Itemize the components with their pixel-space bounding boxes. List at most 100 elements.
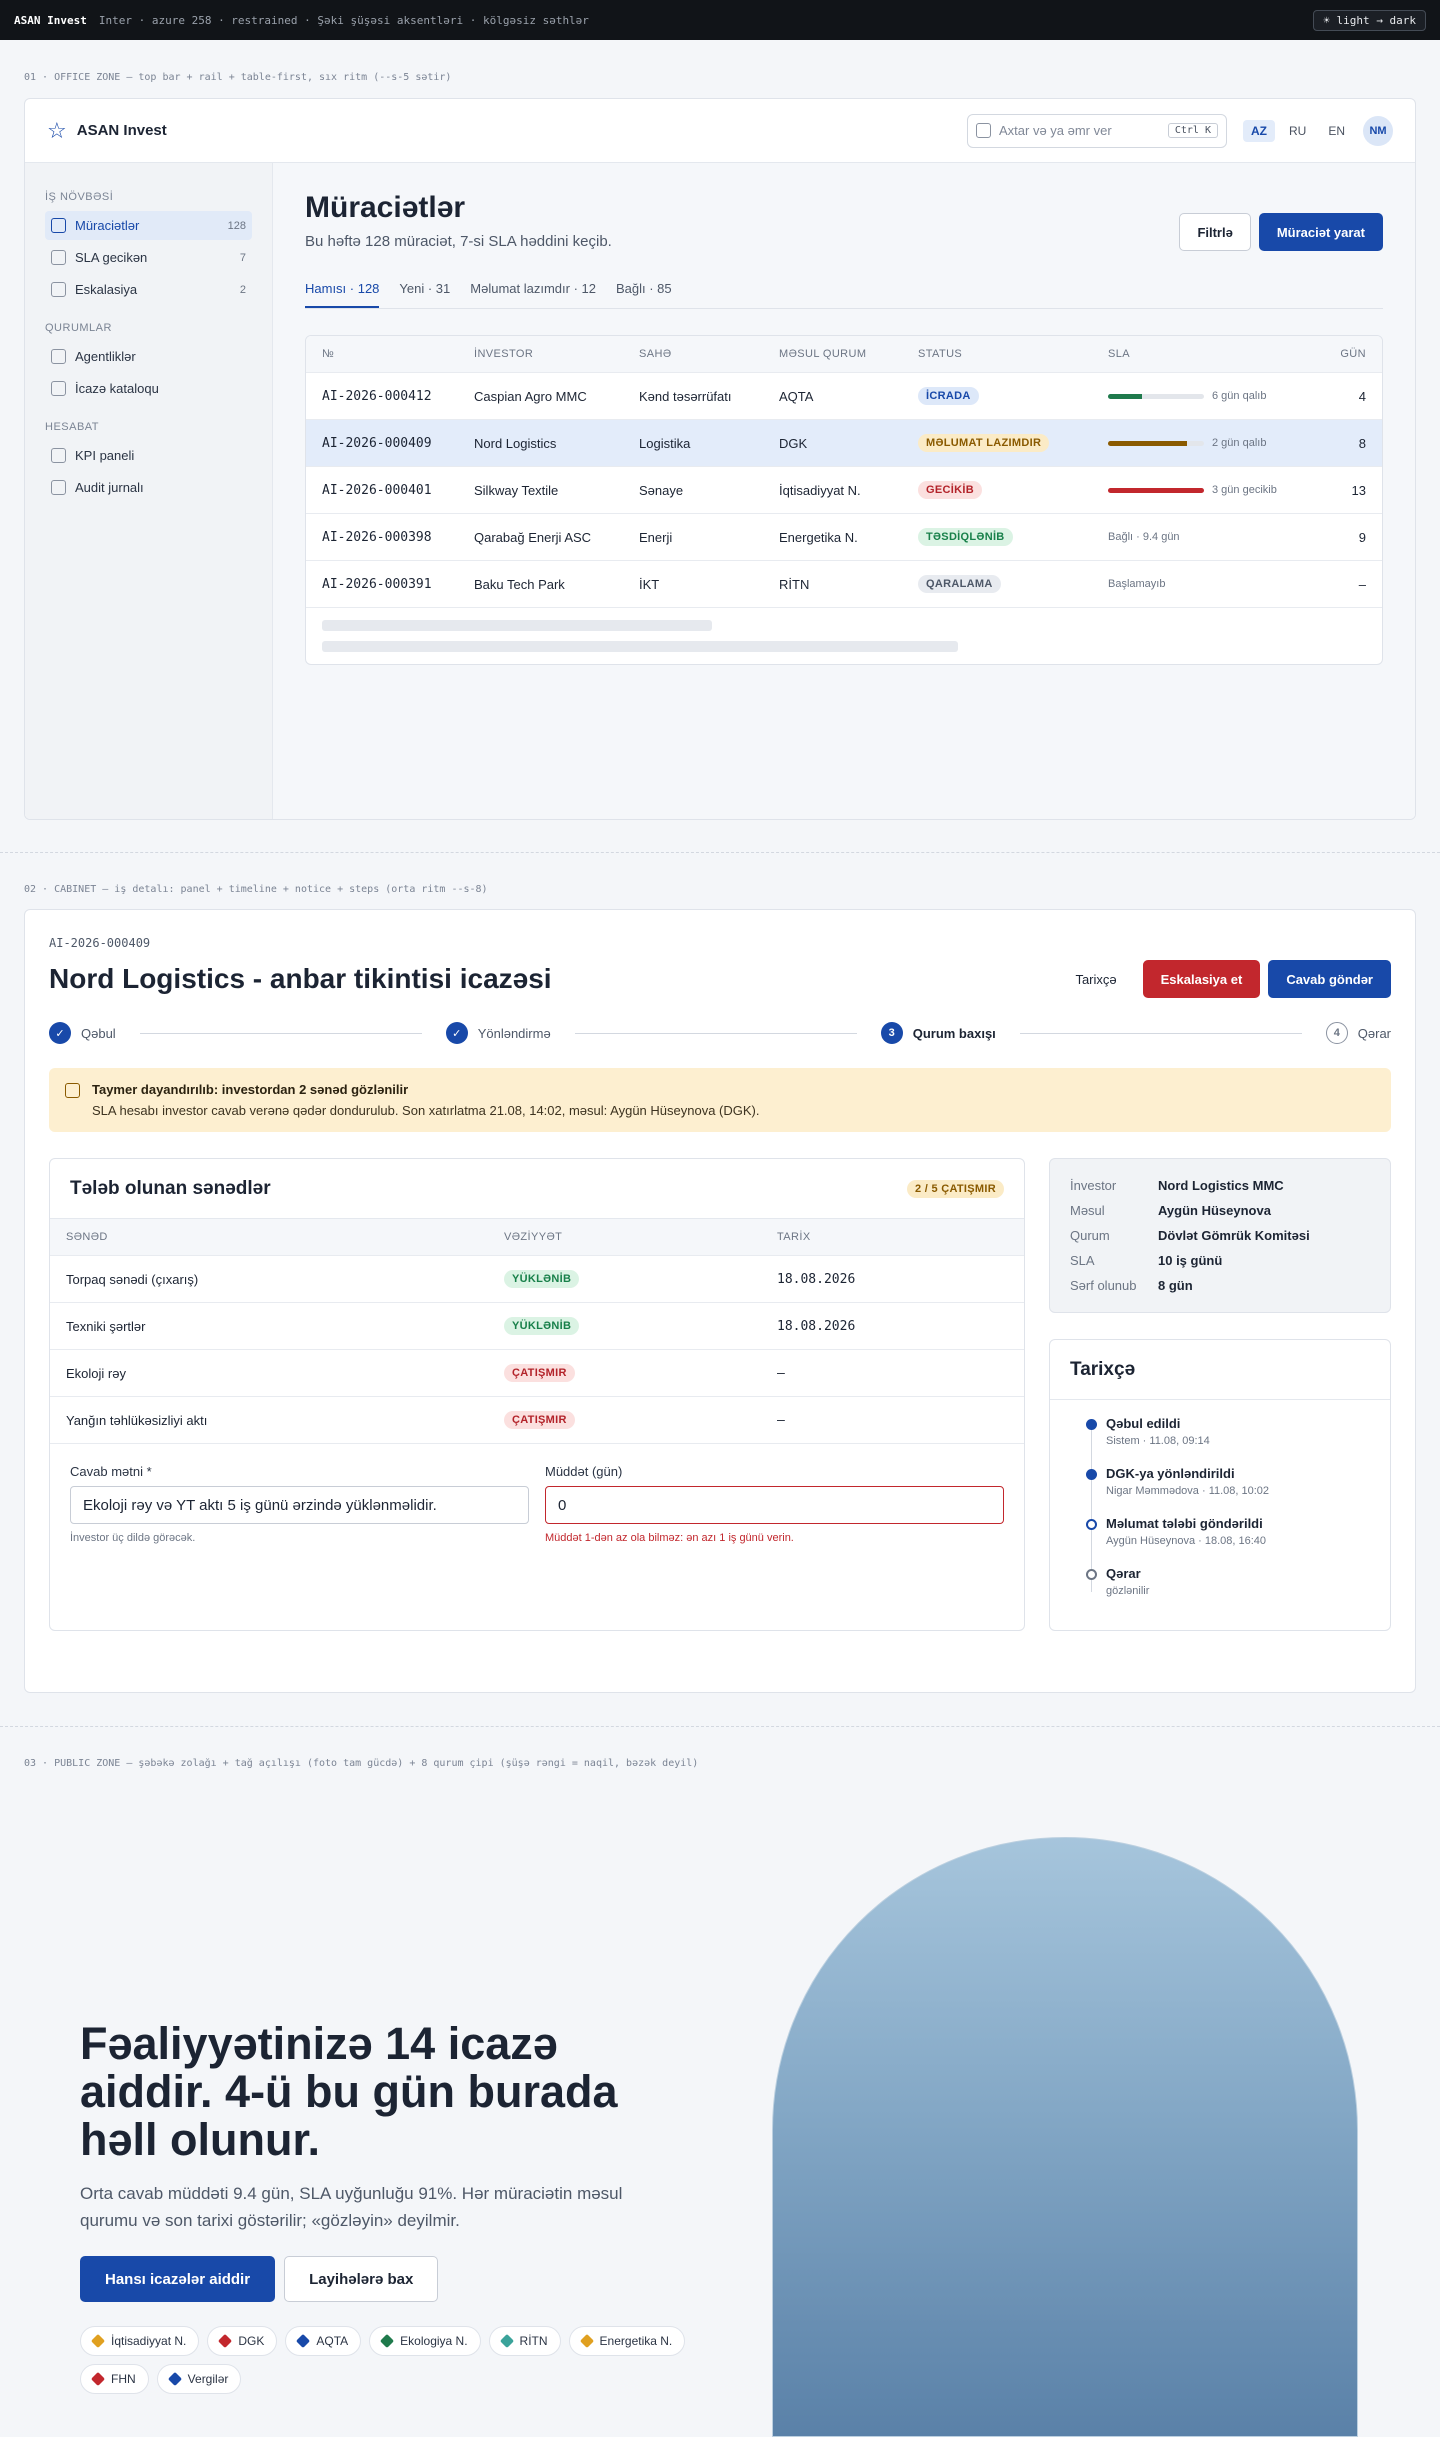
sla-cell: Başlamayıb (1108, 578, 1320, 590)
progress-steps: ✓ Qəbul ✓ Yönləndirmə 3 Qurum baxışı 4 Qərar (49, 1022, 1391, 1044)
diamond-icon (167, 2371, 182, 2387)
col-investor[interactable]: İNVESTOR (474, 348, 534, 360)
sidebar-item-count: 7 (239, 251, 246, 264)
timeline-item: Məlumat tələbi göndərildi Aygün Hüseynova… (1086, 1516, 1370, 1547)
meta-row: Məsul Aygün Hüseynova (1070, 1198, 1370, 1223)
chip-label: Energetika N. (599, 2334, 673, 2348)
request-id: AI-2026-000401 (322, 482, 432, 498)
sidebar-item-audit-jurnal[interactable]: Audit jurnalı (45, 473, 252, 502)
lang-ru-button[interactable]: RU (1288, 123, 1307, 138)
agency-chip-ekologiya-n[interactable]: Ekologiya N. (369, 2326, 481, 2356)
tab-closed[interactable]: Bağlı · 85 (615, 281, 672, 296)
diamond-icon (380, 2333, 395, 2349)
agency-chip-ri-tn[interactable]: RİTN (488, 2326, 561, 2356)
tab-new[interactable]: Yeni · 31 (399, 281, 451, 296)
agency: İqtisadiyyat N. (779, 482, 861, 498)
app-logo[interactable]: ☆ ASAN Invest (47, 119, 167, 142)
skeleton-line (322, 620, 712, 631)
case-id: AI-2026-000409 (49, 936, 151, 950)
hero-subtitle: Orta cavab müddəti 9.4 gün, SLA uyğunluğ… (80, 2184, 623, 2230)
agency-chip-energetika-n[interactable]: Energetika N. (568, 2326, 686, 2356)
document-date: 18.08.2026 (777, 1318, 856, 1334)
document-date: – (777, 1412, 785, 1428)
public-hero: Fəaliyyətinizə 14 icazə aiddir. 4-ü bu g… (0, 1772, 1440, 2437)
sidebar-item-count: 2 (239, 283, 246, 296)
check-icon: ✓ (445, 1022, 468, 1044)
search-placeholder: Axtar və ya əmr ver (998, 123, 1112, 138)
table-row[interactable]: AI-2026-000409 Nord Logistics Logistika DGK… (306, 420, 1382, 467)
col-sla[interactable]: SLA (1108, 348, 1130, 360)
step-number: 3 (880, 1022, 903, 1044)
agency-chip-fhn[interactable]: FHN (80, 2364, 149, 2394)
lang-az-button[interactable]: AZ (1242, 119, 1275, 142)
col-days[interactable]: GÜN (1340, 348, 1366, 360)
document-date: – (777, 1365, 785, 1381)
sidebar-group: İŞ NÖVBƏSİ Müraciətlər 128 SLA gecikən 7 Eska… (45, 191, 252, 304)
status-badge: ÇATIŞMIR (504, 1411, 575, 1429)
chip-label: Vergilər (187, 2372, 229, 2386)
required-docs-card: Tələb olunan sənədlər 2 / 5 ÇATIŞMIR SƏN… (49, 1158, 1025, 1631)
sidebar-item-eskalasiya[interactable]: Eskalasiya 2 (45, 275, 252, 304)
agency-chip-aqta[interactable]: AQTA (285, 2326, 362, 2356)
theme-toggle-button[interactable]: ☀ light → dark (1313, 9, 1426, 31)
sidebar-item-kpi-paneli[interactable]: KPI paneli (45, 441, 252, 470)
sidebar-item-i-caz-kataloqu[interactable]: İcazə kataloqu (45, 374, 252, 403)
sla-cell: 3 gün gecikib (1108, 484, 1320, 496)
top-strip: ASAN Invest Inter · azure 258 · restrain… (0, 0, 1440, 40)
avatar[interactable]: NM (1363, 115, 1393, 146)
create-request-button[interactable]: Müraciət yarat (1258, 213, 1383, 251)
table-row[interactable]: AI-2026-000391 Baku Tech Park İKT RİTN QARAL… (306, 561, 1382, 608)
tab-info-needed[interactable]: Məlumat lazımdır · 12 (470, 281, 596, 296)
timeline-title: Qəbul edildi (1106, 1416, 1181, 1431)
send-reply-button[interactable]: Cavab göndər (1268, 960, 1391, 998)
sidebar-item-sla-gecik-n[interactable]: SLA gecikən 7 (45, 243, 252, 272)
agency-chip-dgk[interactable]: DGK (207, 2326, 278, 2356)
escalate-button[interactable]: Eskalasiya et (1142, 960, 1261, 998)
days-input[interactable]: 0 (545, 1486, 1004, 1524)
timeline-sub: Sistem · 11.08, 09:14 (1106, 1435, 1210, 1447)
table-row: Yanğın təhlükəsizliyi aktı ÇATIŞMIR – (50, 1397, 1024, 1444)
col-number[interactable]: № (322, 348, 335, 360)
meta-key: Qurum (1070, 1228, 1110, 1243)
table-row[interactable]: AI-2026-000412 Caspian Agro MMC Kənd təsər… (306, 373, 1382, 420)
tab-all[interactable]: Hamısı · 128 (305, 273, 380, 308)
item-icon (51, 480, 66, 495)
history-card: Tarixçə Qəbul edildi Sistem · 11.08, 09:1… (1049, 1339, 1391, 1631)
agency-chip-vergil-r[interactable]: Vergilər (156, 2364, 242, 2394)
timeline: Qəbul edildi Sistem · 11.08, 09:14 DGK-ya … (1050, 1400, 1390, 1630)
sidebar-item-agentlikl-r[interactable]: Agentliklər (45, 342, 252, 371)
office-app: ☆ ASAN Invest Axtar və ya əmr ver Ctrl K… (24, 98, 1416, 820)
history-button[interactable]: Tarixçə (1075, 971, 1117, 987)
filter-button[interactable]: Filtrlə (1179, 213, 1251, 251)
lang-en-button[interactable]: EN (1328, 123, 1345, 138)
meta-value: 8 gün (1158, 1278, 1193, 1293)
item-icon (51, 381, 66, 396)
col-sector[interactable]: SAHƏ (639, 348, 672, 360)
days-count: – (1358, 576, 1366, 592)
app-header: ☆ ASAN Invest Axtar və ya əmr ver Ctrl K… (25, 99, 1415, 163)
col-agency[interactable]: MƏSUL QURUM (779, 348, 867, 360)
step-label: Qəbul (81, 1025, 116, 1041)
col-status[interactable]: STATUS (918, 348, 963, 360)
case-title: Nord Logistics - anbar tikintisi icazəsi (49, 963, 552, 994)
agency: DGK (779, 435, 808, 451)
status-badge: TƏSDİQLƏNİB (918, 528, 1013, 546)
table-row[interactable]: AI-2026-000398 Qarabağ Enerji ASC Enerji En… (306, 514, 1382, 561)
status-cell: GECİKİB (918, 481, 1108, 499)
sidebar-item-mu-raci-tl-r[interactable]: Müraciətlər 128 (45, 211, 252, 240)
agency-chip-i-qtisadiyyat-n[interactable]: İqtisadiyyat N. (80, 2326, 200, 2356)
timeline-title: Qərar (1106, 1566, 1141, 1581)
timeline-sub: Aygün Hüseynova · 18.08, 16:40 (1106, 1535, 1267, 1547)
days-count: 9 (1358, 529, 1366, 545)
request-id: AI-2026-000412 (322, 388, 432, 404)
sector: Logistika (639, 435, 691, 451)
timeline-item: Qəbul edildi Sistem · 11.08, 09:14 (1086, 1416, 1370, 1447)
which-permits-button[interactable]: Hansı icazələr aiddir (80, 2256, 276, 2302)
table-row[interactable]: AI-2026-000401 Silkway Textile Sənaye İqtis… (306, 467, 1382, 514)
search-shortcut: Ctrl K (1167, 123, 1218, 138)
answer-text-input[interactable]: Ekoloji rəy və YT aktı 5 iş günü ərzində… (70, 1486, 529, 1524)
search-input[interactable]: Axtar və ya əmr ver Ctrl K (966, 113, 1227, 148)
status-badge: YÜKLƏNİB (504, 1270, 580, 1288)
table-row: Ekoloji rəy ÇATIŞMIR – (50, 1350, 1024, 1397)
view-projects-button[interactable]: Layihələrə bax (284, 2256, 439, 2302)
